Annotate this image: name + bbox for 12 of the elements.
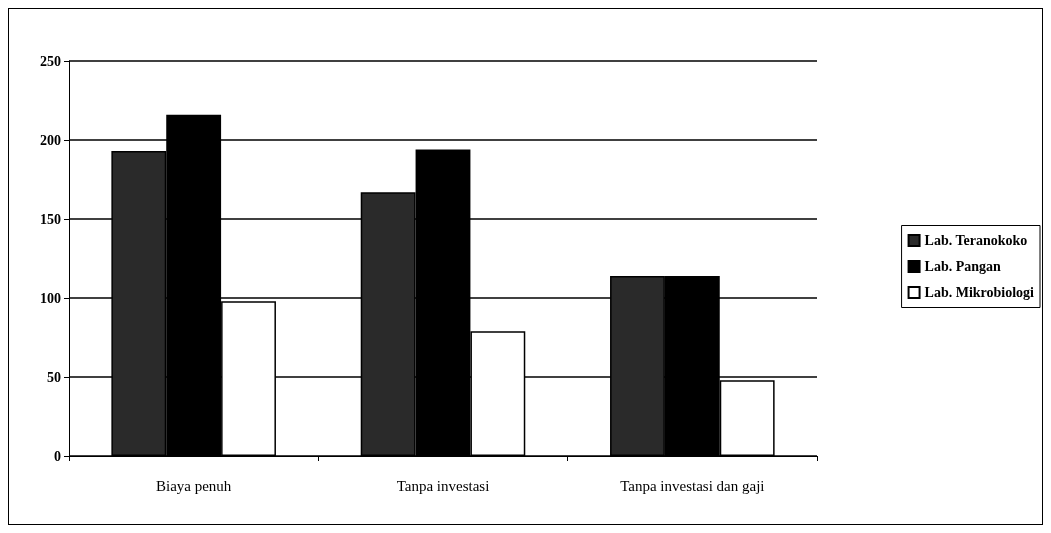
x-tick-label: Biaya penuh bbox=[155, 477, 232, 494]
y-tick-label: 0 bbox=[54, 448, 61, 464]
y-tick-label: 200 bbox=[40, 132, 61, 148]
x-tick-label: Tanpa investasi bbox=[396, 477, 490, 494]
y-tick-label: 250 bbox=[40, 53, 61, 69]
legend-label: Lab. Pangan bbox=[924, 259, 1002, 274]
x-tick-label: Tanpa investasi dan gaji bbox=[620, 477, 765, 494]
legend-label: Lab. Mikrobiologi bbox=[924, 285, 1035, 300]
legend-label: Lab. Teranokoko bbox=[924, 233, 1028, 248]
y-tick-label: 100 bbox=[40, 290, 61, 306]
y-tick-label: 50 bbox=[47, 369, 61, 385]
y-tick-label: 150 bbox=[40, 211, 61, 227]
